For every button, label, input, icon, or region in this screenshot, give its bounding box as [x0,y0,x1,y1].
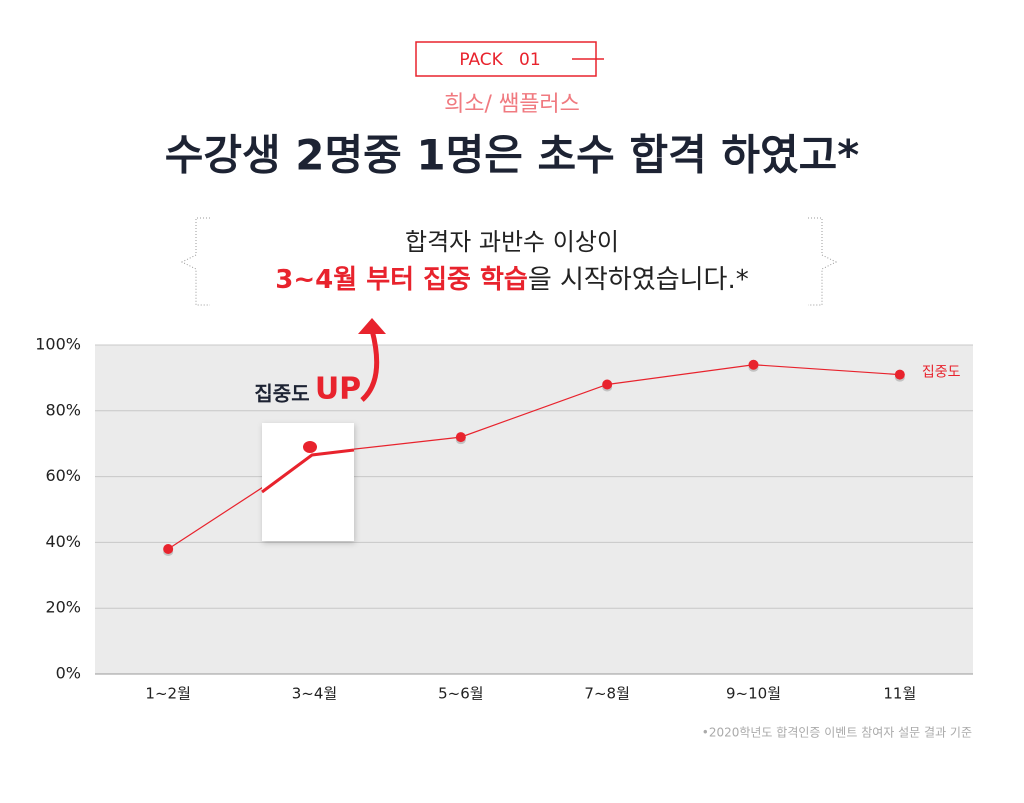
up-arrow-head [358,318,386,334]
legend-label: 집중도 [922,365,961,381]
x-tick-label: 9~10월 [726,685,781,703]
annotation: 집중도 [254,382,309,406]
x-tick-label: 11월 [883,685,916,703]
note-highlight: 3~4월 부터 집중 학습 [275,265,528,295]
zoom-line [261,448,355,494]
plot-area [95,345,973,674]
x-tick-label: 7~8월 [584,685,629,703]
y-tick-label: 60% [45,466,81,485]
point [894,369,905,380]
subtitle: 희소/ 쌤플러스 [444,92,580,117]
note-line2: 3~4월 부터 집중 학습을 시작하였습니다.* [275,265,748,295]
note-line1: 합격자 과반수 이상이 [405,228,619,256]
point [455,432,466,443]
note-rest: 을 시작하였습니다.* [528,265,749,295]
y-tick-label: 0% [56,664,81,683]
x-tick-label: 1~2월 [145,685,190,703]
y-tick-label: 100% [35,335,81,354]
x-tick-label: 5~6월 [438,685,483,703]
pack-label: PACK 01 [459,50,540,70]
point [602,379,613,390]
point [748,359,759,370]
chart: 0% 20% 40% 60% 80% 100% 1~2월 3~4월 5~6월 7~8월 9~10월 1… [35,335,973,703]
point [163,543,174,554]
title: 수강생 2명중 1명은 초수 합격 하였고* [165,131,860,180]
annotation-up: UP [315,372,361,407]
y-tick-label: 20% [45,598,81,617]
y-tick-label: 40% [45,532,81,551]
zoom-point [303,441,317,453]
up-arrow [360,329,380,402]
footnote: •2020학년도 합격인증 이벤트 참여자 설문 결과 기준 [702,726,972,740]
x-tick-label: 3~4월 [292,685,337,703]
brace-right [808,217,838,306]
y-tick-label: 80% [45,400,81,419]
brace-left [180,217,210,306]
